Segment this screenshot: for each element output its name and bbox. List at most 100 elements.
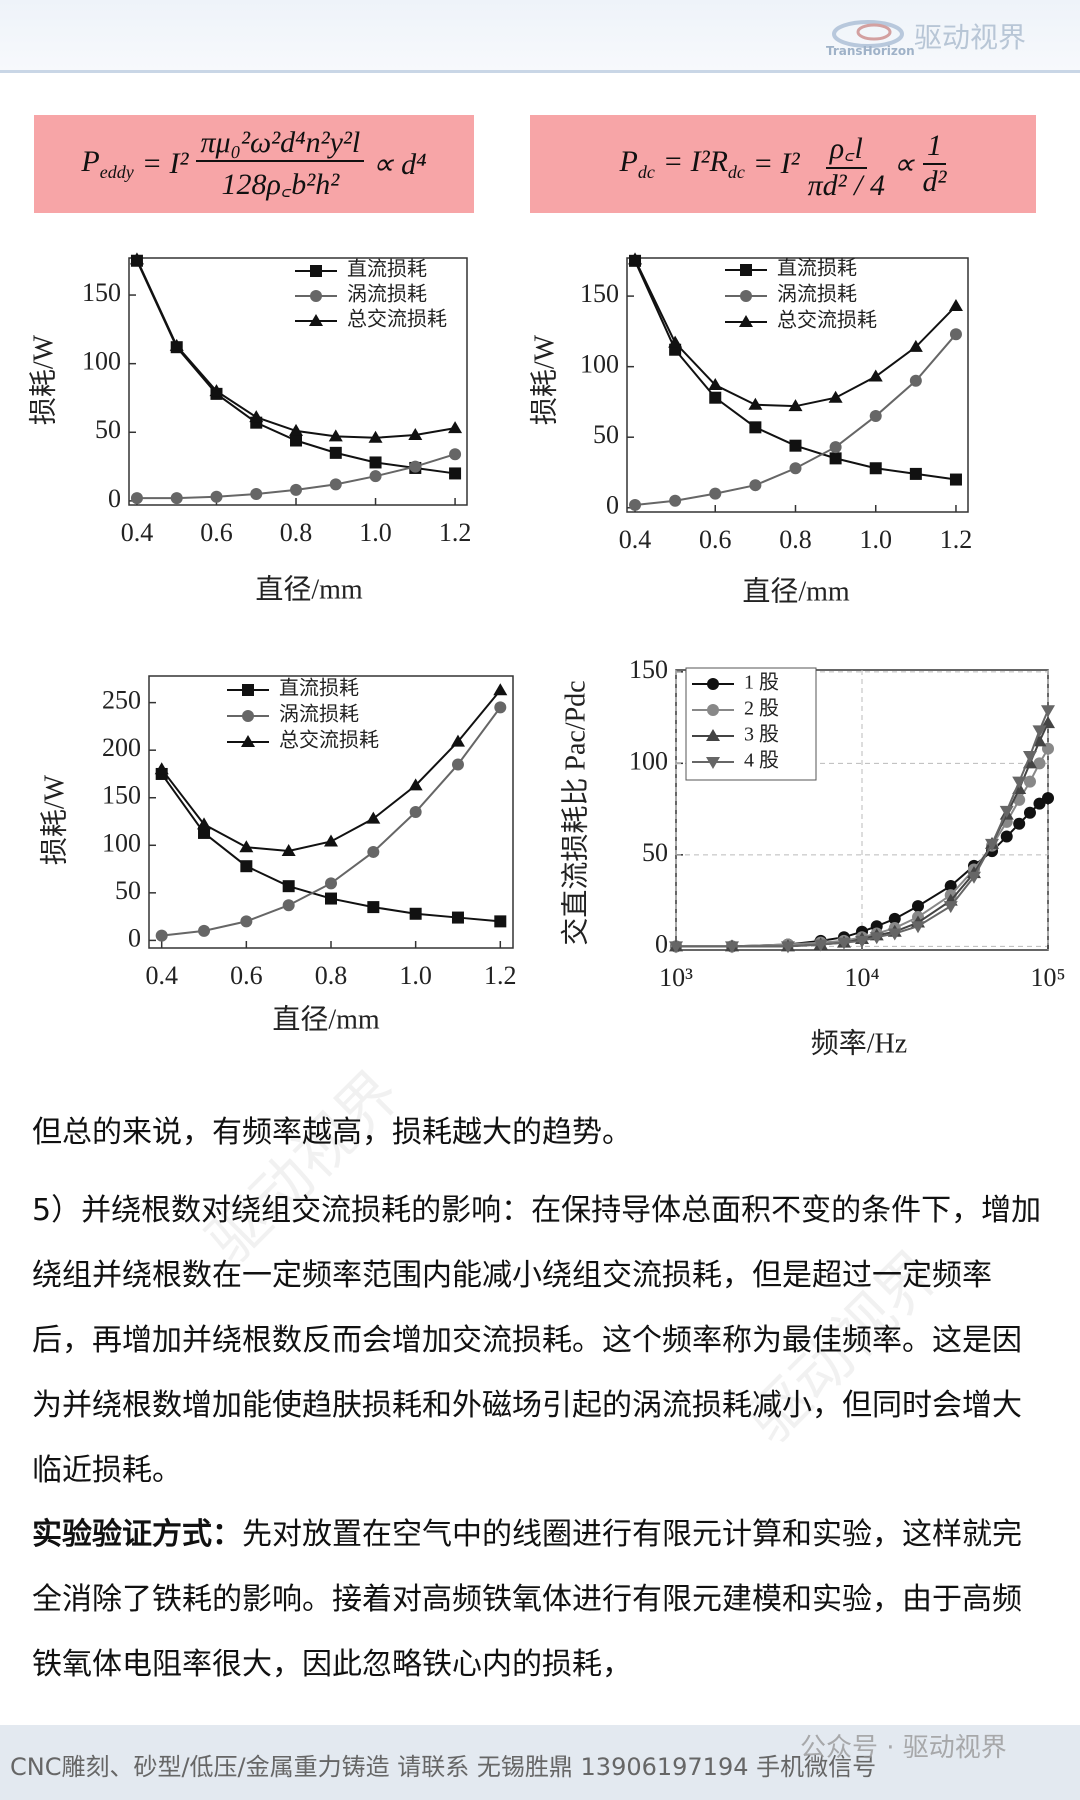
marker [290, 483, 303, 496]
marker [448, 421, 463, 434]
marker [289, 423, 304, 436]
brand: 驱动视界 [914, 21, 1027, 54]
legend-label: 直流损耗 [777, 257, 857, 280]
y-tick-label: 150 [580, 279, 619, 308]
marker [668, 335, 683, 348]
legend-label: 总交流损耗 [347, 308, 447, 331]
marker [369, 456, 382, 469]
marker [290, 434, 303, 447]
marker [628, 252, 643, 265]
x-tick-label: 0.8 [779, 525, 812, 554]
marker [869, 410, 882, 423]
marker [1042, 792, 1054, 805]
legend-label: 总交流损耗 [279, 729, 379, 752]
formula-part: P [81, 145, 100, 178]
x-tick-label: 0.4 [145, 961, 178, 990]
series-line [634, 258, 957, 408]
formula-part: Peddy [81, 145, 133, 183]
marker [198, 826, 211, 839]
legend-label: 2 股 [744, 698, 779, 720]
marker [1041, 716, 1055, 729]
y-tick-label: 150 [629, 655, 668, 684]
formula-part: = I²Rdc [663, 145, 745, 183]
x-tick-label: 0.8 [315, 961, 348, 990]
legend-marker [707, 678, 719, 690]
formula-part: 1 [922, 129, 946, 165]
formula-part: πd² / 4 [807, 168, 886, 202]
legend-marker [706, 729, 720, 741]
marker [408, 778, 423, 791]
marker [197, 817, 212, 830]
paragraph: 5）并绕根数对绕组交流损耗的影响：在保持导体总面积不变的条件下，增加绕组并绕根数… [32, 1193, 1042, 1488]
marker [409, 460, 422, 473]
logo-icon [832, 20, 904, 48]
plot-frame [626, 257, 969, 513]
marker [408, 428, 423, 441]
footer: CNC雕刻、砂型/低压/金属重力铸造 请联系 无锡胜鼎 13906197194 … [0, 1725, 1080, 1800]
formula-part: dc [727, 162, 745, 182]
x-tick-label: 10⁵ [1030, 963, 1065, 992]
formula-part: dc [637, 162, 655, 182]
marker [911, 900, 924, 913]
paragraph: 但总的来说，有频率越高，损耗越大的趋势。 [32, 1115, 632, 1150]
y-tick-label: 0 [655, 929, 668, 958]
marker [829, 441, 842, 454]
marker [409, 806, 422, 818]
marker [966, 871, 981, 884]
marker [724, 941, 739, 954]
marker [240, 860, 253, 873]
y-tick-label: 50 [642, 838, 668, 867]
legend-label: 1 股 [744, 672, 779, 694]
x-tick-label: 1.0 [359, 518, 392, 547]
marker [836, 937, 851, 950]
marker [789, 439, 802, 452]
y-tick-label: 100 [82, 347, 121, 376]
legend-label: 涡流损耗 [777, 283, 857, 306]
marker [709, 391, 722, 404]
fraction: 1 d² [922, 129, 946, 199]
marker [129, 252, 144, 265]
x-tick-label: 10³ [659, 963, 693, 992]
legend-label: 总交流损耗 [777, 309, 877, 332]
marker [282, 899, 295, 912]
marker [943, 901, 958, 914]
x-tick-label: 1.0 [859, 525, 892, 554]
marker [1032, 734, 1047, 747]
marker [282, 880, 295, 893]
marker [829, 452, 842, 465]
marker [154, 762, 169, 775]
marker [250, 488, 263, 501]
legend-label: 4 股 [744, 750, 779, 772]
marker [888, 912, 901, 925]
logo-text: TransHorizon [826, 44, 915, 58]
legend-label: 直流损耗 [279, 677, 359, 700]
legend-marker [740, 264, 752, 276]
formula-box: Pdc = I²Rdc = I² ρ꜀l πd² / 4 ∝ 1 d² [530, 115, 1036, 213]
marker [329, 478, 342, 491]
y-tick-label: 100 [629, 746, 668, 775]
marker [328, 429, 343, 442]
marker [629, 498, 642, 511]
plot-frame [128, 257, 468, 506]
marker [325, 892, 337, 905]
legend-label: 涡流损耗 [279, 703, 359, 726]
formula-part: ρ꜀l [825, 126, 867, 169]
formula-part: = I² [141, 147, 189, 180]
formula-part: 128ρ꜀b²h² [221, 167, 340, 201]
marker [949, 328, 962, 341]
y-axis-label: 损耗/W [38, 774, 70, 865]
footer-watermark: 公众号 · 驱动视界 [800, 1733, 1007, 1763]
x-tick-label: 0.4 [619, 525, 652, 554]
y-tick-label: 100 [580, 350, 619, 379]
legend-marker [739, 315, 753, 327]
x-axis-label: 直径/mm [742, 575, 850, 607]
marker [1023, 775, 1036, 788]
marker [1022, 751, 1037, 764]
y-tick-label: 200 [102, 733, 141, 762]
marker [868, 369, 883, 382]
marker [813, 939, 828, 952]
marker [1033, 757, 1046, 770]
header: TransHorizon 驱动视界 [0, 0, 1080, 73]
